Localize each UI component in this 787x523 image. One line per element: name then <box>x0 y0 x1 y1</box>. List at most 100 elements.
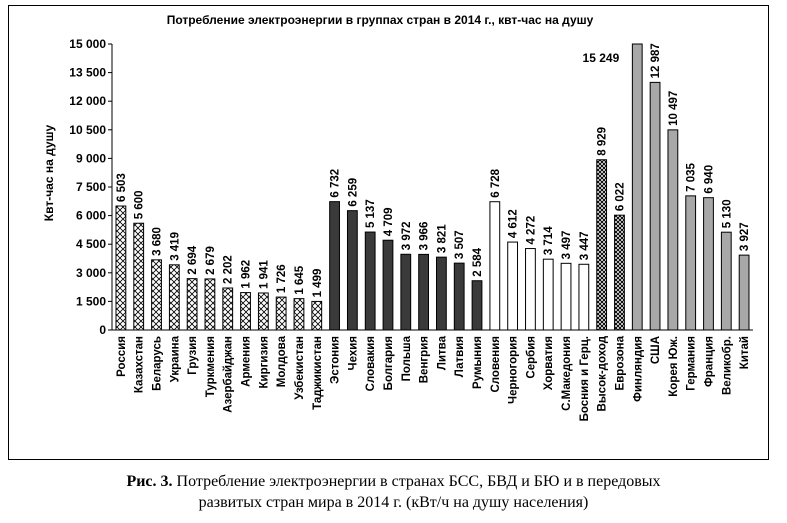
x-tick-label: Чехия <box>347 336 359 371</box>
bar-value-label: 6 732 <box>330 169 342 198</box>
bar <box>329 201 340 331</box>
bar <box>257 292 269 331</box>
bar-value-label: 12 987 <box>650 43 662 78</box>
x-tick-label: Китай <box>739 336 751 369</box>
bar-value-label: 3 821 <box>436 224 448 253</box>
x-tick-label: Еврозона <box>614 335 626 390</box>
bar <box>418 253 429 331</box>
bar-value-label: 3 507 <box>454 230 466 259</box>
bar-value-label: 5 600 <box>134 190 146 219</box>
y-tick-label: 12 000 <box>69 94 106 108</box>
y-tick-label: 15 000 <box>69 37 106 51</box>
bar <box>275 296 287 331</box>
x-tick-label: Корея Юж. <box>668 336 680 397</box>
bar-value-label: 6 503 <box>116 173 128 202</box>
bar-value-label: 3 927 <box>739 222 751 251</box>
bar <box>382 239 394 331</box>
x-tick-label: Туркмения <box>205 336 217 397</box>
x-tick-label: Казахстан <box>134 336 146 393</box>
bar-value-label: 3 714 <box>543 226 555 255</box>
bar-value-label: 5 130 <box>721 199 733 228</box>
bar-value-label: 4 612 <box>508 209 520 238</box>
x-tick-label: Сербия <box>525 336 537 379</box>
bar-value-label: 6 728 <box>490 168 502 197</box>
bar-value-label: 1 499 <box>312 269 324 298</box>
bar-value-label: 6 940 <box>703 165 715 194</box>
bar-value-label: 4 709 <box>383 207 395 236</box>
bar <box>115 205 127 331</box>
x-tick-label: Молдова <box>276 335 288 387</box>
bar <box>151 259 162 331</box>
figure-caption: Рис. 3. Потребление электроэнергии в стр… <box>0 471 787 513</box>
bar-value-label: 1 962 <box>241 260 253 289</box>
bar <box>133 222 145 331</box>
x-tick-label: Хорватия <box>543 336 555 390</box>
bar-value-label: 15 249 <box>583 51 620 65</box>
bar-value-label: 5 137 <box>365 199 377 228</box>
bar <box>542 258 554 331</box>
bar <box>222 287 234 331</box>
x-tick-label: Словения <box>490 336 502 393</box>
x-tick-label: Великобр. <box>721 336 733 395</box>
bar-value-label: 7 035 <box>686 162 698 191</box>
bar <box>507 241 519 331</box>
y-tick-label: 3 000 <box>76 266 106 280</box>
x-tick-label: Венгрия <box>419 336 431 383</box>
bars <box>115 43 750 331</box>
chart-frame <box>8 5 769 460</box>
bar <box>400 253 412 331</box>
x-tick-label: Высок-доход <box>597 335 609 411</box>
x-tick-label: Грузия <box>187 336 199 375</box>
bar-value-label: 1 941 <box>258 260 270 289</box>
bar <box>703 197 714 331</box>
x-tick-label: США <box>650 336 662 364</box>
x-tick-label: Таджикистан <box>312 336 324 410</box>
caption-line-1: Потребление электроэнергии в странах БСС… <box>176 473 661 490</box>
bar-value-label: 8 929 <box>597 127 609 156</box>
bar-value-label: 3 419 <box>169 232 181 261</box>
bar-value-label: 6 022 <box>614 182 626 211</box>
x-tick-label: Беларусь <box>152 336 164 391</box>
caption-figure-number: Рис. 3. <box>126 473 173 490</box>
bar-value-label: 3 966 <box>419 222 431 251</box>
y-axis-label: Квт-час на душу <box>42 124 56 221</box>
bar <box>738 254 750 331</box>
x-tick-label: Узбекистан <box>294 336 306 400</box>
x-tick-label: С.Македония <box>561 336 573 411</box>
bar-chart: Потребление электроэнергии в группах стр… <box>42 13 753 421</box>
bar-value-label: 10 497 <box>668 91 680 126</box>
bar <box>525 248 536 331</box>
bar-value-label: 1 645 <box>294 265 306 294</box>
bar <box>649 81 661 331</box>
bar-value-label: 3 497 <box>561 231 573 260</box>
y-tick-label: 10 500 <box>69 123 106 137</box>
bar-value-label: 2 584 <box>472 247 484 276</box>
x-tick-label: Армения <box>241 336 253 387</box>
x-tick-label: Германия <box>686 336 698 391</box>
bar <box>720 231 732 331</box>
bar <box>436 256 447 331</box>
bar-value-label: 2 202 <box>223 255 235 284</box>
x-tick-label: Польша <box>401 335 413 381</box>
bar <box>560 262 572 331</box>
bar-value-label: 1 726 <box>276 264 288 293</box>
x-tick-label: Франция <box>703 336 715 387</box>
chart-title: Потребление электроэнергии в группах стр… <box>167 13 594 27</box>
bar <box>614 214 625 331</box>
y-axis: 0 1 500 3 000 4 500 6 000 7 500 9 000 10 500 12 … <box>69 37 753 337</box>
y-tick-label: 7 500 <box>76 180 106 194</box>
bar-value-label: 3 447 <box>579 231 591 260</box>
x-tick-labels: Россия Казахстан Беларусь Украина Грузия Турк… <box>116 335 751 421</box>
x-tick-label: Россия <box>116 336 128 377</box>
caption-line-2: развитых стран мира в 2014 г. (кВт/ч на … <box>198 494 589 511</box>
bar-value-label: 4 272 <box>525 216 537 245</box>
bar <box>346 210 358 331</box>
bar <box>204 278 216 331</box>
bar <box>168 264 180 331</box>
bar <box>453 262 465 331</box>
y-tick-label: 9 000 <box>76 151 106 165</box>
bar-value-label: 3 680 <box>152 227 164 256</box>
bar <box>578 263 590 331</box>
bar <box>311 300 323 331</box>
